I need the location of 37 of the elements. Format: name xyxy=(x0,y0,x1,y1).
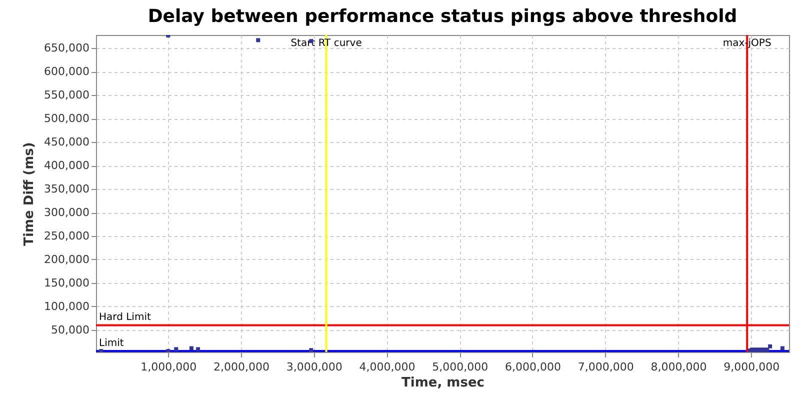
y-tick-label: 350,000 xyxy=(44,182,90,196)
y-tick-label: 450,000 xyxy=(44,136,90,149)
y-tick-label: 500,000 xyxy=(44,112,90,126)
y-tick-label: 400,000 xyxy=(44,159,90,172)
y-tick-label: 250,000 xyxy=(44,230,90,242)
y-tick-label: 300,000 xyxy=(44,206,90,220)
x-tick-label: 8,000,000 xyxy=(650,360,707,374)
point xyxy=(166,349,170,352)
y-tick-label: 50,000 xyxy=(51,323,90,336)
y-tick-label: 550,000 xyxy=(44,88,90,102)
y-axis-title: Time Diff (ms) xyxy=(22,142,38,246)
y-tick-label: 600,000 xyxy=(44,65,90,78)
point xyxy=(256,38,260,42)
x-tick-label: 3,000,000 xyxy=(286,360,342,374)
point xyxy=(768,344,772,348)
x-tick-label: 9,000,000 xyxy=(724,360,780,374)
point xyxy=(99,349,104,352)
x-tick-label: 5,000,000 xyxy=(432,360,488,374)
ref-line-label: Hard Limit xyxy=(99,312,151,324)
ref-line-label: Limit xyxy=(99,338,124,350)
x-tick-label: 4,000,000 xyxy=(359,360,416,374)
x-tick-label: 2,000,000 xyxy=(214,360,270,374)
x-axis-title: Time, msec xyxy=(402,376,484,390)
point xyxy=(196,347,200,352)
y-tick-label: 150,000 xyxy=(44,276,90,290)
point xyxy=(174,347,178,352)
point xyxy=(309,348,314,352)
x-tick-label: 1,000,000 xyxy=(140,360,197,374)
point xyxy=(189,346,194,350)
point xyxy=(765,348,770,352)
y-tick-label: 650,000 xyxy=(44,42,90,55)
point xyxy=(780,346,784,350)
y-tick-label: 200,000 xyxy=(44,252,90,266)
chart-title: Delay between performance status pings above threshold xyxy=(148,6,738,27)
x-tick-label: 7,000,000 xyxy=(578,360,634,374)
y-tick-label: 100,000 xyxy=(44,300,90,313)
x-tick-label: 6,000,000 xyxy=(505,360,561,374)
